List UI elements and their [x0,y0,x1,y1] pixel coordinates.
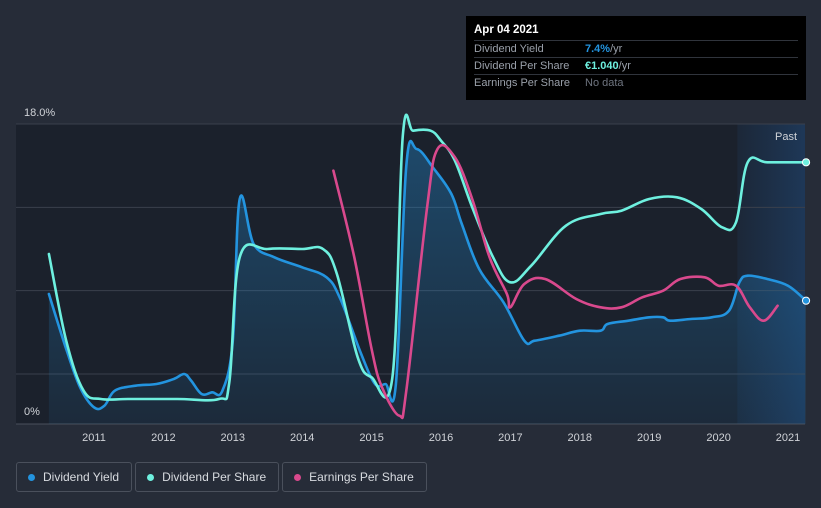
x-tick-label: 2020 [706,432,730,444]
tooltip-label: Dividend Per Share [474,60,570,72]
x-tick-label: 2018 [568,432,592,444]
x-tick-label: 2017 [498,432,522,444]
legend-label: Dividend Yield [43,470,120,484]
tooltip-row-dividend-yield: Dividend Yield 7.4% /yr [474,40,798,57]
x-tick-label: 2012 [151,432,175,444]
tooltip-row-earnings-per-share: Earnings Per Share No data [474,74,798,91]
legend-dot-icon [28,473,35,481]
dividend-yield-line [47,139,808,411]
tooltip-value: No data [585,77,624,89]
y-axis-max-label: 18.0% [24,107,55,119]
tooltip-unit: /yr [618,60,631,72]
dividend-yield-area [48,141,806,425]
dividend-per-share-end-marker [801,158,811,167]
tooltip-unit: /yr [610,43,623,55]
legend: Dividend Yield Dividend Per Share Earnin… [16,462,430,492]
legend-dot-icon [147,473,155,481]
tooltip-label: Dividend Yield [474,43,544,55]
x-tick-label: 2016 [429,432,453,444]
tooltip: Apr 04 2021 Dividend Yield 7.4% /yr Divi… [466,16,806,100]
tooltip-row-dividend-per-share: Dividend Per Share €1.040 /yr [474,57,798,74]
x-tick-label: 2019 [637,432,661,444]
legend-item-dividend-yield[interactable]: Dividend Yield [16,462,133,492]
tooltip-date: Apr 04 2021 [474,24,539,36]
dividend-per-share-line [47,113,808,402]
x-tick-label: 2011 [82,432,106,444]
tooltip-value: 7.4% [585,43,611,55]
past-label: Past [775,131,797,143]
earnings-per-share-line [332,143,779,420]
legend-item-dividend-per-share[interactable]: Dividend Per Share [135,462,280,492]
tooltip-label: Earnings Per Share [474,77,570,89]
x-tick-label: 2021 [776,432,800,444]
series-layer [47,113,811,425]
legend-label: Dividend Per Share [162,470,267,484]
tooltip-value: €1.040 [585,60,619,72]
x-tick-label: 2013 [221,432,245,444]
x-tick-label: 2015 [359,432,383,444]
legend-item-earnings-per-share[interactable]: Earnings Per Share [282,462,427,492]
dividend-yield-end-marker [801,296,811,305]
legend-label: Earnings Per Share [309,470,414,484]
x-axis-ticks: 2011 2012 2013 2014 2015 2016 2017 2018 2019 2020… [82,432,800,444]
y-axis-min-label: 0% [24,406,40,418]
legend-dot-icon [294,473,302,481]
x-tick-label: 2014 [290,432,314,444]
